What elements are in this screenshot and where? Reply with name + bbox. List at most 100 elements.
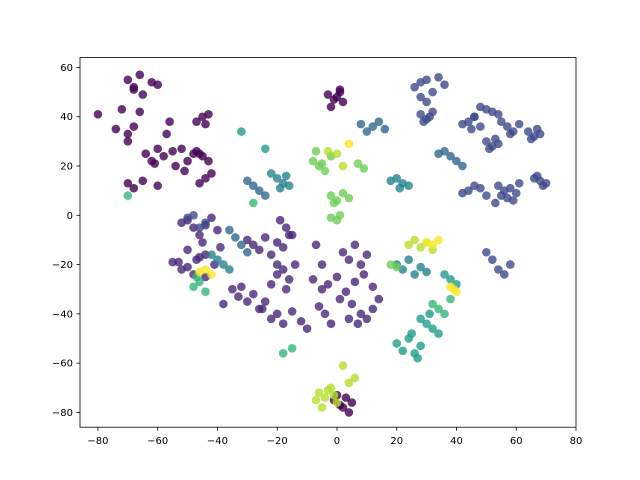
scatter-point	[174, 257, 183, 267]
scatter-point	[183, 262, 192, 272]
scatter-point	[440, 80, 449, 89]
scatter-point	[344, 408, 354, 417]
scatter-point	[368, 304, 378, 314]
x-tick-label: −60	[147, 436, 168, 447]
scatter-point	[234, 292, 243, 301]
scatter-point	[287, 230, 297, 240]
scatter-point	[204, 156, 213, 166]
scatter-point	[338, 97, 348, 107]
scatter-point	[216, 243, 225, 252]
scatter-point	[207, 270, 216, 279]
scatter-point	[278, 243, 288, 252]
scatter-point	[494, 181, 503, 191]
scatter-point	[201, 287, 210, 296]
x-tick-label: 80	[570, 436, 583, 447]
scatter-point	[425, 112, 434, 122]
scatter-point	[266, 250, 276, 260]
scatter-point	[189, 282, 198, 292]
scatter-point	[422, 267, 431, 277]
scatter-point	[514, 178, 524, 188]
scatter-point	[404, 240, 413, 250]
scatter-point	[195, 252, 204, 262]
scatter-point	[135, 107, 145, 117]
scatter-point	[207, 169, 216, 178]
scatter-point	[287, 344, 297, 353]
scatter-point	[497, 191, 506, 200]
scatter-point	[362, 314, 372, 324]
scatter-point	[192, 117, 201, 126]
scatter-point	[434, 73, 443, 82]
scatter-point	[123, 129, 133, 139]
scatter-point	[183, 156, 192, 166]
scatter-point	[332, 92, 342, 102]
scatter-point	[374, 294, 384, 304]
scatter-point	[350, 277, 360, 287]
scatter-point	[266, 314, 276, 324]
scatter-point	[329, 198, 339, 208]
scatter-point	[159, 151, 168, 161]
scatter-point	[266, 169, 276, 178]
scatter-point	[407, 329, 416, 338]
x-tick-label: 20	[390, 436, 403, 447]
scatter-point	[434, 329, 443, 338]
scatter-point	[335, 294, 345, 304]
plot-frame	[79, 57, 577, 428]
scatter-point	[511, 188, 521, 198]
scatter-point	[499, 270, 509, 279]
scatter-point	[359, 270, 369, 279]
y-tick-label: 0	[67, 211, 73, 222]
scatter-point	[386, 176, 396, 186]
scatter-point	[207, 250, 216, 260]
scatter-point	[266, 279, 276, 289]
scatter-point	[195, 230, 204, 240]
scatter-point	[308, 156, 318, 166]
scatter-point	[153, 80, 162, 89]
scatter-point	[272, 238, 282, 247]
scatter-point	[123, 137, 133, 146]
y-tick-label: −80	[52, 408, 73, 419]
scatter-point	[491, 134, 500, 144]
scatter-point	[335, 85, 345, 94]
scatter-point	[275, 183, 285, 193]
scatter-point	[326, 191, 336, 200]
scatter-point	[356, 309, 366, 319]
y-tick-label: 40	[60, 112, 73, 123]
scatter-point	[308, 275, 318, 284]
scatter-point	[458, 119, 467, 129]
scatter-point	[485, 144, 494, 154]
scatter-point	[404, 255, 413, 264]
scatter-point	[311, 146, 321, 156]
scatter-point	[344, 255, 354, 264]
scatter-point	[526, 134, 536, 144]
y-tick-label: 60	[60, 63, 73, 74]
scatter-point	[189, 223, 198, 232]
scatter-point	[162, 129, 171, 139]
y-tick-label: −40	[52, 309, 73, 320]
scatter-point	[129, 183, 139, 193]
scatter-point	[416, 314, 425, 324]
scatter-point	[344, 314, 354, 324]
scatter-point	[129, 122, 139, 131]
scatter-point	[419, 117, 428, 126]
scatter-point	[243, 247, 252, 257]
scatter-point	[284, 181, 294, 191]
scatter-point	[422, 75, 431, 85]
scatter-point	[237, 240, 246, 250]
scatter-point	[183, 245, 192, 255]
scatter-point	[225, 225, 234, 235]
scatter-point	[243, 176, 252, 186]
scatter-point	[482, 137, 491, 146]
scatter-point	[320, 309, 330, 319]
scatter-point	[374, 117, 384, 126]
scatter-point	[413, 353, 422, 363]
scatter-point	[338, 247, 348, 257]
scatter-point	[353, 159, 363, 168]
scatter-point	[362, 127, 372, 136]
scatter-point	[311, 240, 321, 250]
scatter-point	[314, 388, 324, 398]
scatter-point	[168, 257, 177, 267]
scatter-point	[272, 260, 282, 269]
scatter-point	[338, 161, 348, 171]
scatter-point	[416, 92, 425, 102]
